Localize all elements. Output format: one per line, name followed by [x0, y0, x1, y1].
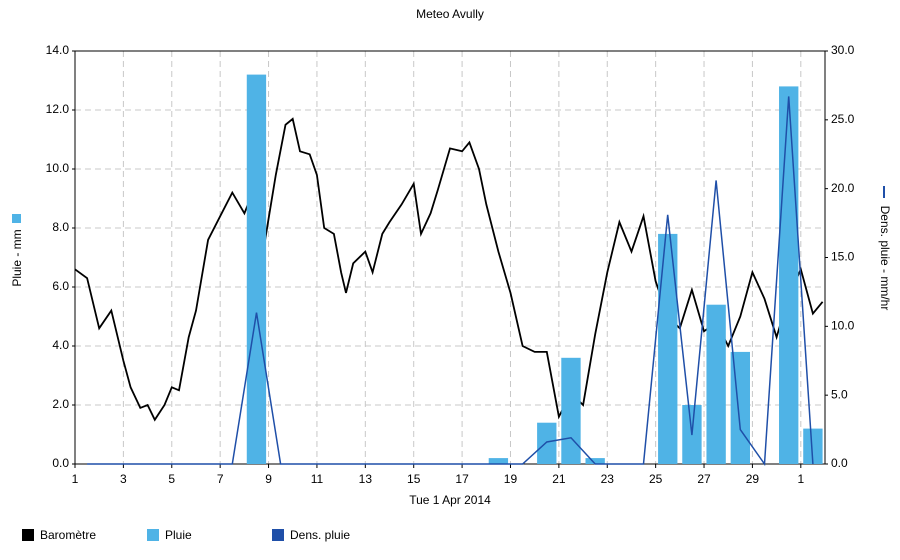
x-tick-label: 3	[120, 472, 127, 486]
y-tick-label: 8.0	[52, 220, 69, 234]
bar	[537, 422, 557, 464]
y-tick-label: 14.0	[46, 43, 70, 57]
bar	[730, 351, 750, 464]
bar	[706, 304, 726, 464]
legend-swatch	[272, 529, 284, 541]
bar	[246, 74, 267, 464]
y2-tick-label: 10.0	[831, 319, 855, 333]
x-tick-label: 1	[72, 472, 79, 486]
y-tick-label: 2.0	[52, 397, 69, 411]
bar	[488, 458, 509, 464]
y2-axis-label: Dens. pluie - mm/hr	[878, 206, 892, 311]
y2-tick-label: 30.0	[831, 43, 855, 57]
x-tick-label: 15	[407, 472, 421, 486]
x-tick-label: 13	[359, 472, 373, 486]
y-tick-label: 12.0	[46, 102, 70, 116]
y-tick-label: 4.0	[52, 338, 69, 352]
y-tick-label: 10.0	[46, 161, 70, 175]
chart-title: Meteo Avully	[416, 7, 484, 21]
y2-tick-label: 15.0	[831, 250, 855, 264]
x-axis-label: Tue 1 Apr 2014	[409, 493, 491, 507]
x-tick-label: 29	[746, 472, 760, 486]
line	[74, 117, 824, 422]
x-tick-label: 27	[697, 472, 711, 486]
legend-label: Dens. pluie	[290, 528, 350, 542]
x-tick-label: 23	[601, 472, 615, 486]
bar	[585, 458, 605, 464]
y-axis-label: Pluie - mm	[10, 229, 24, 286]
x-tick-label: 1	[797, 472, 804, 486]
x-tick-label: 9	[265, 472, 272, 486]
y2-tick-label: 20.0	[831, 181, 855, 195]
bar	[803, 428, 823, 464]
y2-tick-label: 5.0	[831, 387, 848, 401]
y-tick-label: 0.0	[52, 456, 69, 470]
x-tick-label: 5	[168, 472, 175, 486]
bar	[658, 233, 678, 464]
bar	[561, 357, 581, 464]
legend-label: Pluie	[165, 528, 192, 542]
legend-swatch	[147, 529, 159, 541]
y2-tick-label: 0.0	[831, 456, 848, 470]
bar	[779, 86, 799, 465]
x-tick-label: 19	[504, 472, 518, 486]
x-tick-label: 17	[455, 472, 469, 486]
x-tick-label: 21	[552, 472, 566, 486]
x-tick-label: 11	[311, 472, 324, 486]
y2-tick-label: 25.0	[831, 112, 855, 126]
legend-swatch	[22, 529, 34, 541]
x-tick-label: 25	[649, 472, 663, 486]
y-tick-label: 6.0	[52, 279, 69, 293]
line	[87, 96, 814, 467]
x-tick-label: 7	[217, 472, 224, 486]
y-axis-key	[12, 214, 21, 223]
legend-label: Baromètre	[40, 528, 96, 542]
